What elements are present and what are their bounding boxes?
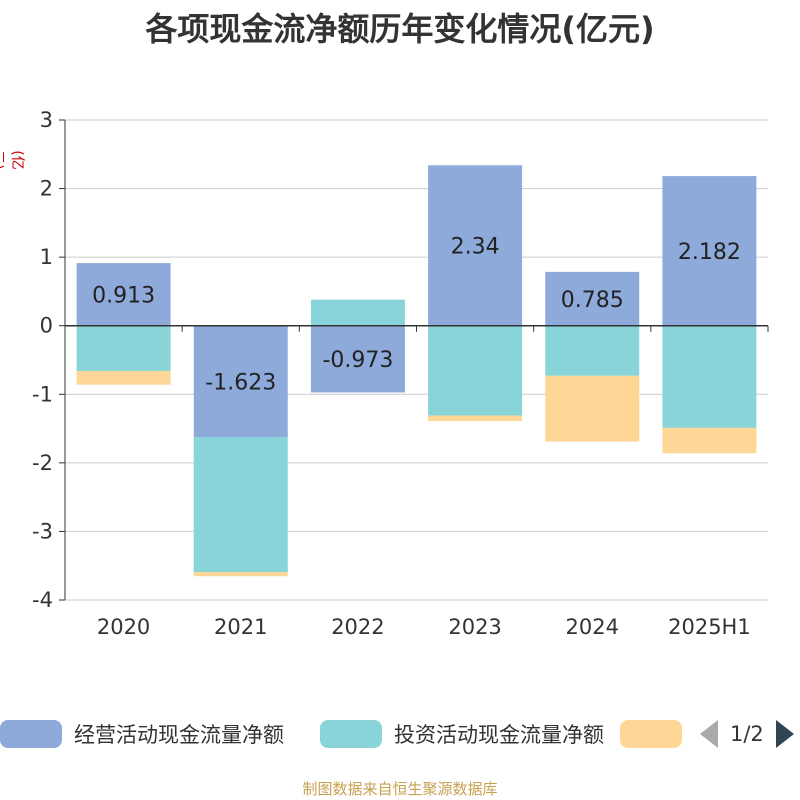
bar-2025H1-series-0 [662, 176, 757, 326]
y-tick-label: -1 [32, 382, 53, 406]
data-label: -0.973 [322, 348, 393, 373]
bar-2024-series-0 [545, 271, 640, 326]
y-tick-label: 2 [40, 177, 53, 201]
legend-label-investing: 投资活动现金流量净额 [394, 723, 604, 747]
y-tick-label: -3 [32, 519, 53, 543]
y-tick-label: 0 [40, 314, 53, 338]
legend-label-operating: 经营活动现金流量净额 [74, 723, 284, 747]
legend-page-indicator: 1/2 [730, 722, 764, 746]
x-tick-label: 2024 [566, 615, 619, 639]
bar-2023-series-2 [428, 415, 523, 422]
legend-item-financing[interactable] [620, 716, 694, 752]
source-note: 制图数据来自恒生聚源数据库 [302, 780, 498, 798]
bar-chart: 3 2 1 0 -1 -2 -3 -4 0.913 2020 -1.623 2021 -0.973 202… [32, 108, 769, 639]
y-tick-label: 1 [40, 245, 53, 269]
bar-2024-series-2 [545, 375, 640, 442]
legend-swatch-operating [0, 720, 62, 748]
data-label: 0.913 [92, 283, 155, 308]
data-label: 0.785 [561, 288, 624, 313]
bar-2025H1-series-2 [662, 427, 757, 454]
x-tick-label: 2021 [214, 615, 267, 639]
bar-2021-series-2 [193, 572, 288, 577]
legend-swatch-financing [620, 720, 682, 748]
bar-2020-series-0 [76, 263, 171, 326]
x-tick-label: 2025H1 [668, 615, 751, 639]
bar-2021-series-1 [193, 437, 288, 573]
data-label: 2.34 [451, 234, 500, 259]
x-tick-label: 2023 [448, 615, 501, 639]
legend-swatch-investing [320, 720, 382, 748]
bar-2023-series-0 [428, 165, 523, 326]
bar-2020-series-1 [76, 325, 171, 371]
bar-2020-series-2 [76, 370, 171, 385]
bar-2022-series-1 [310, 299, 405, 326]
bar-2025H1-series-1 [662, 325, 757, 428]
legend-item-investing[interactable]: 投资活动现金流量净额 [320, 716, 604, 752]
bar-2021-series-0 [193, 325, 288, 438]
legend-prev-icon[interactable] [700, 720, 718, 748]
data-label: 2.182 [678, 240, 741, 265]
y-tick-label: -4 [32, 588, 53, 612]
legend: 经营活动现金流量净额 投资活动现金流量净额 [0, 716, 800, 752]
y-tick-label: 3 [40, 108, 53, 132]
bar-2022-series-0 [310, 325, 405, 393]
legend-next-icon[interactable] [775, 720, 794, 748]
legend-item-operating[interactable]: 经营活动现金流量净额 [0, 716, 284, 752]
bar-2023-series-1 [428, 325, 523, 416]
y-tick-label: -2 [32, 451, 53, 475]
x-tick-label: 2020 [97, 615, 150, 639]
data-label: -1.623 [205, 370, 276, 395]
bar-2024-series-1 [545, 325, 640, 376]
chart-title: 各项现金流净额历年变化情况(亿元) [145, 10, 655, 48]
legend-pager: 1/2 [700, 716, 794, 752]
x-tick-label: 2022 [331, 615, 384, 639]
